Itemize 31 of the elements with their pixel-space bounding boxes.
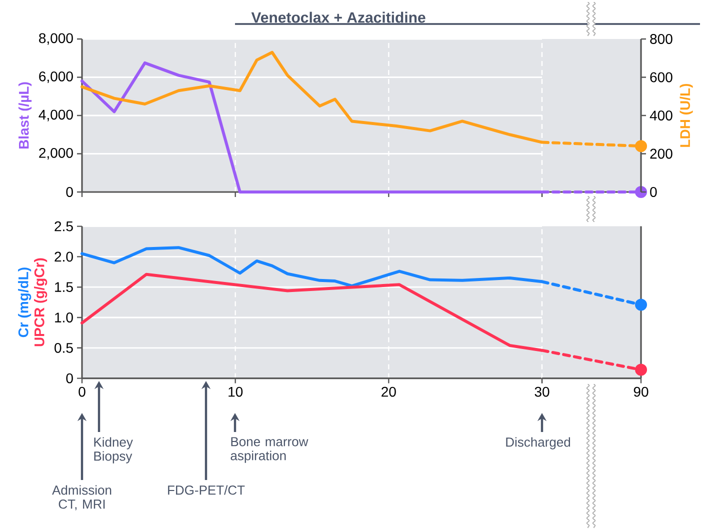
x-tick-label: 0 xyxy=(78,386,86,397)
y-tick-label: 8,000 xyxy=(39,33,73,45)
x-tick-label: 30 xyxy=(534,386,550,397)
y-tick-label: 2.5 xyxy=(54,221,73,232)
y-tick-label: 0 xyxy=(66,187,73,197)
x-tick-label: 90 xyxy=(634,386,648,397)
y2-tick-label: 600 xyxy=(650,72,672,82)
y2-tick-label: 200 xyxy=(650,148,672,159)
y-tick-label: 2,000 xyxy=(39,148,73,160)
y-tick-label: 0 xyxy=(66,373,73,384)
y2-tick-label: 0 xyxy=(650,187,657,197)
y-axis-title: Blast (/µL) xyxy=(18,82,32,149)
text: Discharged xyxy=(506,437,570,450)
y-tick-label: 1.0 xyxy=(55,312,73,322)
text: Bone marrow aspiration xyxy=(230,437,308,463)
y2-tick-label: 800 xyxy=(650,34,672,44)
text: Cr (mg/dL) xyxy=(18,268,32,338)
y2-axis-title: LDH (U/L) xyxy=(680,84,693,147)
y-tick-label: 2.0 xyxy=(54,252,73,262)
x-tick-label: 10 xyxy=(228,386,243,397)
y2-tick-label: 400 xyxy=(650,110,672,120)
y-tick-label: 1.5 xyxy=(55,282,73,292)
y-tick-label: 4,000 xyxy=(38,110,73,122)
text: UPCR (g/gCr) xyxy=(34,258,48,346)
x-tick-label: 20 xyxy=(382,386,396,397)
y-tick-label: 6,000 xyxy=(39,71,73,84)
y-tick-label: 0.5 xyxy=(54,342,73,353)
text: Admission CT, MRI xyxy=(52,485,112,510)
text: FDG-PET/CT xyxy=(168,485,245,495)
text: Venetoclax + Azacitidine xyxy=(251,12,426,23)
text: Kidney Biopsy xyxy=(94,437,133,464)
